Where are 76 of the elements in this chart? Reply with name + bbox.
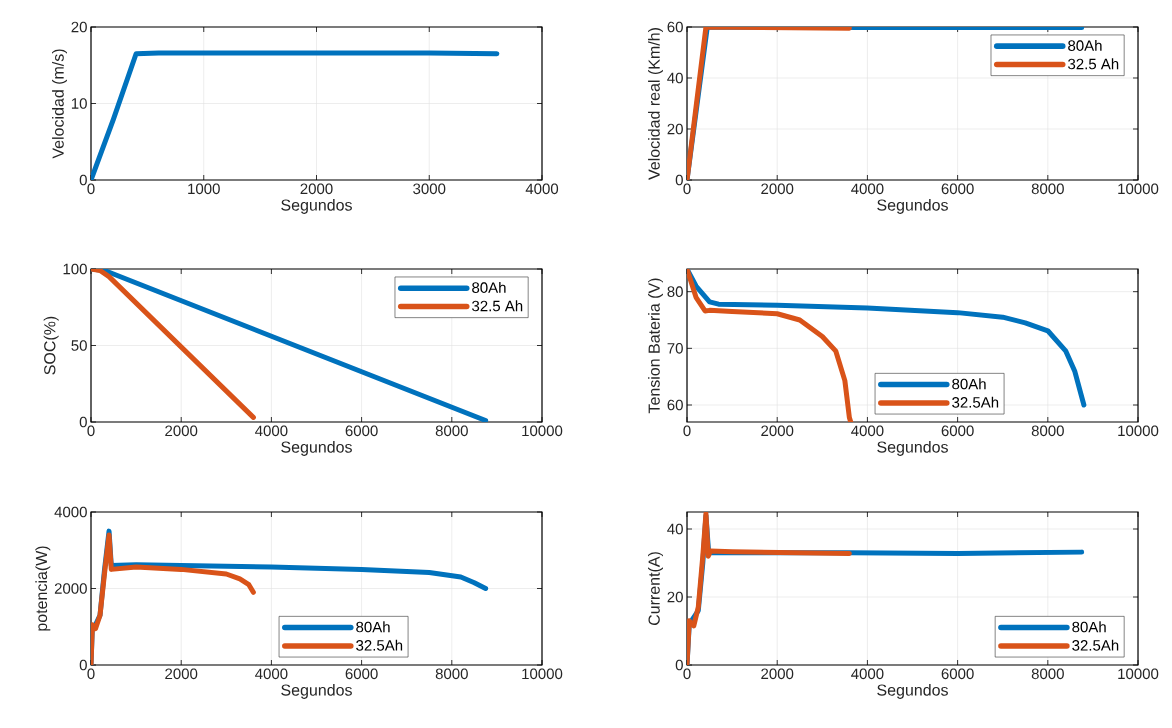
x-tick-label: 0 bbox=[87, 425, 95, 437]
x-tick-label: 10000 bbox=[1118, 668, 1159, 680]
x-tick-label: 6000 bbox=[345, 425, 378, 437]
y-tick-label: 20 bbox=[667, 123, 683, 135]
y-tick-label: 80 bbox=[667, 286, 683, 297]
x-tick-label: 10000 bbox=[1118, 183, 1159, 195]
legend-label: 32.5Ah bbox=[1072, 639, 1119, 651]
x-tick-label: 6000 bbox=[345, 668, 378, 680]
legend-label: 80Ah bbox=[952, 378, 986, 390]
legend-label: 80Ah bbox=[1068, 39, 1102, 51]
y-tick-label: 20 bbox=[71, 21, 87, 33]
y-tick-label: 40 bbox=[667, 523, 683, 535]
x-tick-label: 4000 bbox=[255, 668, 288, 680]
x-tick-label: 4000 bbox=[255, 425, 288, 437]
x-tick-label: 0 bbox=[87, 668, 95, 680]
x-tick-label: 8000 bbox=[1031, 668, 1064, 680]
y-tick-label: 0 bbox=[79, 659, 87, 671]
x-tick-label: 8000 bbox=[435, 668, 468, 680]
y-tick-label: 20 bbox=[667, 591, 683, 603]
y-axis-title: Tension Bateria (V) bbox=[648, 278, 663, 414]
x-tick-label: 8000 bbox=[435, 425, 468, 437]
y-tick-label: 50 bbox=[71, 340, 87, 351]
legend-label: 32.5 Ah bbox=[472, 300, 523, 312]
y-tick-label: 0 bbox=[79, 416, 87, 428]
x-tick-label: 2000 bbox=[165, 425, 198, 437]
x-tick-label: 2000 bbox=[761, 183, 794, 195]
x-tick-label: 4000 bbox=[525, 183, 559, 195]
x-axis-title: Segundos bbox=[877, 440, 948, 456]
x-axis-title: Segundos bbox=[877, 683, 948, 699]
x-tick-label: 8000 bbox=[1031, 183, 1064, 195]
legend-label: 80Ah bbox=[1072, 621, 1106, 633]
x-tick-label: 1000 bbox=[188, 183, 220, 195]
y-tick-label: 4000 bbox=[54, 506, 87, 518]
y-axis-title: potencia(W) bbox=[35, 546, 51, 631]
x-tick-label: 0 bbox=[683, 183, 691, 195]
x-tick-label: 3000 bbox=[413, 183, 446, 195]
x-tick-label: 2000 bbox=[165, 668, 198, 680]
x-tick-label: 4000 bbox=[851, 183, 884, 195]
x-tick-label: 10000 bbox=[1118, 425, 1159, 437]
y-tick-label: 0 bbox=[675, 659, 683, 671]
y-tick-label: 70 bbox=[667, 343, 683, 354]
y-tick-label: 100 bbox=[63, 263, 87, 275]
x-axis-title: Segundos bbox=[281, 683, 352, 699]
y-tick-label: 0 bbox=[675, 174, 683, 186]
y-axis-title: Current(A) bbox=[648, 552, 663, 626]
x-tick-label: 10000 bbox=[522, 425, 563, 437]
x-tick-label: 6000 bbox=[941, 183, 974, 195]
legend-label: 80Ah bbox=[472, 281, 506, 293]
x-tick-label: 0 bbox=[87, 183, 95, 195]
x-tick-label: 0 bbox=[683, 425, 691, 437]
legend-label: 80Ah bbox=[356, 621, 390, 633]
x-tick-label: 8000 bbox=[1031, 425, 1064, 437]
x-tick-label: 2000 bbox=[761, 425, 794, 437]
y-axis-title: SOC(%) bbox=[43, 316, 59, 375]
x-tick-label: 2000 bbox=[300, 183, 333, 195]
x-tick-label: 10000 bbox=[522, 668, 563, 680]
y-axis-title: Velocidad real (Km/h) bbox=[648, 28, 663, 180]
x-tick-label: 2000 bbox=[761, 668, 794, 680]
legend-label: 32.5Ah bbox=[952, 396, 999, 408]
legend-label: 32.5 Ah bbox=[1068, 58, 1119, 70]
x-tick-label: 4000 bbox=[851, 668, 884, 680]
y-tick-label: 40 bbox=[667, 72, 683, 84]
x-axis-title: Segundos bbox=[877, 198, 948, 214]
x-tick-label: 6000 bbox=[941, 668, 974, 680]
y-tick-label: 60 bbox=[667, 399, 683, 411]
y-tick-label: 0 bbox=[79, 174, 87, 186]
y-axis-title: Velocidad (m/s) bbox=[52, 49, 67, 159]
legend-label: 32.5Ah bbox=[356, 639, 403, 651]
y-tick-label: 10 bbox=[71, 98, 87, 109]
x-tick-label: 4000 bbox=[851, 425, 884, 437]
x-tick-label: 0 bbox=[683, 668, 691, 680]
y-tick-label: 60 bbox=[667, 21, 683, 33]
x-axis-title: Segundos bbox=[281, 198, 352, 214]
x-axis-title: Segundos bbox=[281, 440, 352, 456]
y-tick-label: 2000 bbox=[54, 583, 87, 594]
x-tick-label: 6000 bbox=[941, 425, 974, 437]
